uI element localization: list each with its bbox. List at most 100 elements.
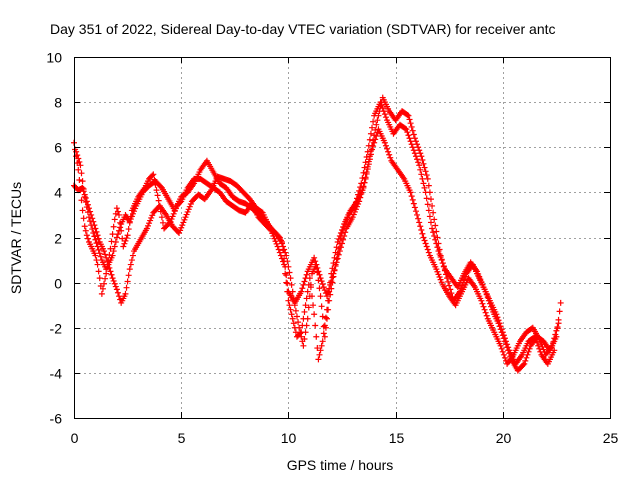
data-point [276,249,283,256]
data-point [108,271,115,278]
data-point [82,227,89,234]
data-point [377,99,384,106]
data-point [494,314,501,321]
data-point [88,222,95,229]
data-point [303,295,310,302]
data-point [340,226,347,233]
data-point [78,197,85,204]
data-point [95,268,102,275]
data-point [323,315,330,322]
data-point [317,347,324,354]
data-point [350,211,357,218]
data-point [82,198,89,205]
data-point [113,286,120,293]
data-point [422,189,429,196]
data-point [381,139,388,146]
data-point [357,194,364,201]
data-point [80,215,87,222]
data-point [365,142,372,149]
data-point [354,195,361,202]
data-point [320,330,327,337]
data-point [150,171,157,178]
x-axis-label: GPS time / hours [287,457,394,473]
data-point [405,132,412,139]
data-point [478,278,485,285]
data-point [412,138,419,145]
data-point [436,273,443,280]
data-point [92,252,99,259]
data-point [113,205,120,212]
x-tick-label: 15 [389,430,405,446]
data-point [330,273,337,280]
data-point [367,151,374,158]
data-point [415,215,422,222]
data-point [555,320,562,327]
data-point [422,168,429,175]
data-point [493,311,500,318]
data-point [427,219,434,226]
data-point [499,329,506,336]
data-point [293,313,300,320]
data-point [316,285,323,292]
data-point [146,220,153,227]
data-point [116,293,123,300]
data-point [498,326,505,333]
data-point [371,139,378,146]
data-point [419,175,426,182]
data-point [480,303,487,310]
data-point [382,114,389,121]
data-point [410,200,417,207]
data-point [531,333,538,340]
data-point [153,187,160,194]
data-point [305,304,312,311]
data-point [311,311,318,318]
data-point [112,239,119,246]
data-point [425,182,432,189]
data-point [341,223,348,230]
data-point [329,274,336,281]
data-point [323,293,330,300]
data-point [285,297,292,304]
data-point [120,243,127,250]
data-point [300,281,307,288]
data-point [312,322,319,329]
data-point [416,219,423,226]
data-point [549,342,556,349]
data-point [107,268,114,275]
data-point [114,289,121,296]
data-point [475,270,482,277]
data-point [414,211,421,218]
data-point [482,309,489,316]
data-point [110,248,117,255]
data-point [366,136,373,143]
data-point [359,187,366,194]
data-point [364,148,371,155]
data-point [287,306,294,313]
data-point [285,263,292,270]
data-point [343,217,350,224]
data-point [76,176,83,183]
data-point [384,145,391,152]
y-axis-label: SDTVAR / TECUs [8,182,24,294]
data-point [438,257,445,264]
data-point [427,196,434,203]
data-point [157,183,164,190]
data-point [181,216,188,223]
data-point [429,225,436,232]
data-point [331,267,338,274]
data-point [298,288,305,295]
data-point [412,153,419,160]
data-points [71,94,564,374]
data-point [111,216,118,223]
data-point [417,166,424,173]
data-point [304,315,311,322]
data-point [535,342,542,349]
data-point [295,319,302,326]
data-point [81,223,88,230]
data-point [423,195,430,202]
data-point [332,261,339,268]
data-point [131,208,138,215]
data-point [367,130,374,137]
data-point [369,146,376,153]
data-point [414,156,421,163]
